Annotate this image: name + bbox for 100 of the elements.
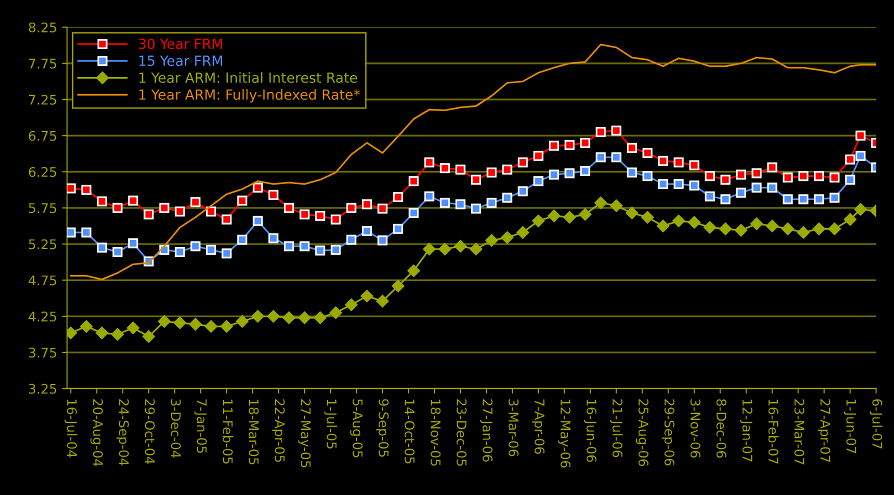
point [854, 203, 867, 216]
point [222, 214, 232, 224]
x-tick-label: 18-Nov-05 [430, 400, 441, 466]
point [126, 322, 140, 334]
point [798, 194, 808, 204]
legend-label: 1 Year ARM: Initial Interest Rate [139, 72, 358, 83]
point [189, 318, 202, 330]
x-tick-label: 11-Feb-05 [222, 400, 234, 464]
point [830, 172, 840, 183]
point [719, 222, 732, 236]
point [423, 242, 436, 256]
point [300, 241, 310, 252]
point [393, 224, 404, 234]
point [533, 176, 544, 186]
point [500, 231, 514, 244]
point [689, 180, 700, 190]
point [548, 210, 560, 222]
point [346, 202, 356, 213]
point [315, 246, 326, 256]
point [626, 206, 638, 220]
y-tick-label: 4.75 [28, 276, 56, 286]
point [315, 210, 326, 221]
point [174, 246, 185, 257]
point [471, 174, 482, 185]
point [611, 126, 622, 136]
x-tick-label: 3-Mar-06 [508, 399, 519, 456]
point [533, 150, 544, 161]
point [330, 214, 341, 224]
point [767, 162, 778, 172]
point [454, 240, 467, 252]
x-tick-label: 12-Jan-07 [740, 400, 752, 462]
point [158, 315, 171, 328]
point [222, 248, 232, 258]
point [330, 244, 341, 255]
point [797, 226, 810, 239]
point [798, 171, 808, 182]
point [736, 170, 746, 180]
point [518, 157, 528, 168]
point [378, 204, 388, 214]
point [845, 174, 856, 185]
point [408, 208, 419, 218]
point [252, 310, 264, 323]
point [688, 216, 700, 229]
point [330, 306, 342, 319]
point [144, 209, 154, 220]
point [656, 220, 670, 232]
point [300, 209, 310, 220]
point [376, 294, 389, 308]
point [814, 171, 824, 182]
point [128, 196, 138, 206]
point [626, 167, 637, 178]
point [362, 199, 372, 210]
point [96, 196, 107, 206]
point [128, 238, 138, 248]
point [626, 142, 637, 153]
point [486, 198, 497, 208]
point [362, 226, 372, 236]
x-tick-label: 29-Sep-06 [662, 399, 674, 466]
point [750, 218, 763, 230]
point [704, 221, 716, 234]
y-tick-label: 3.25 [28, 384, 56, 394]
point [378, 235, 388, 246]
point [782, 194, 793, 204]
point [564, 168, 575, 178]
point [345, 298, 358, 311]
point [314, 312, 326, 324]
x-tick-label: 27-Jan-06 [480, 399, 493, 462]
point [80, 320, 93, 333]
point [548, 140, 559, 151]
x-tick-label: 3-Nov-06 [690, 399, 700, 458]
x-tick-label: 3-Dec-04 [170, 399, 181, 458]
point [438, 242, 452, 256]
point [252, 216, 263, 226]
x-tick-label: 22-Apr-05 [272, 399, 285, 462]
y-tick-label: 7.75 [29, 58, 56, 69]
point [641, 211, 654, 224]
x-tick-label: 24-Sep-04 [116, 399, 129, 466]
point [766, 220, 778, 232]
point [268, 190, 278, 200]
point [767, 182, 778, 193]
x-tick-label: 20-Aug-04 [90, 399, 103, 466]
point [298, 312, 311, 324]
point [752, 182, 762, 193]
point [596, 127, 606, 138]
x-tick-label: 25-Aug-06 [636, 399, 648, 466]
point [689, 160, 700, 170]
x-tick-label: 9-Sep-05 [376, 399, 389, 457]
point [674, 157, 684, 168]
y-tick-label: 6.25 [28, 166, 56, 177]
point [142, 330, 155, 343]
point [111, 328, 124, 341]
point [392, 280, 404, 292]
point [642, 148, 653, 158]
point [455, 164, 466, 175]
point [672, 214, 685, 228]
point [284, 202, 294, 213]
x-tick-label: 1-Jun-07 [844, 400, 856, 454]
point [516, 226, 530, 239]
point [408, 176, 419, 186]
point [674, 179, 684, 190]
